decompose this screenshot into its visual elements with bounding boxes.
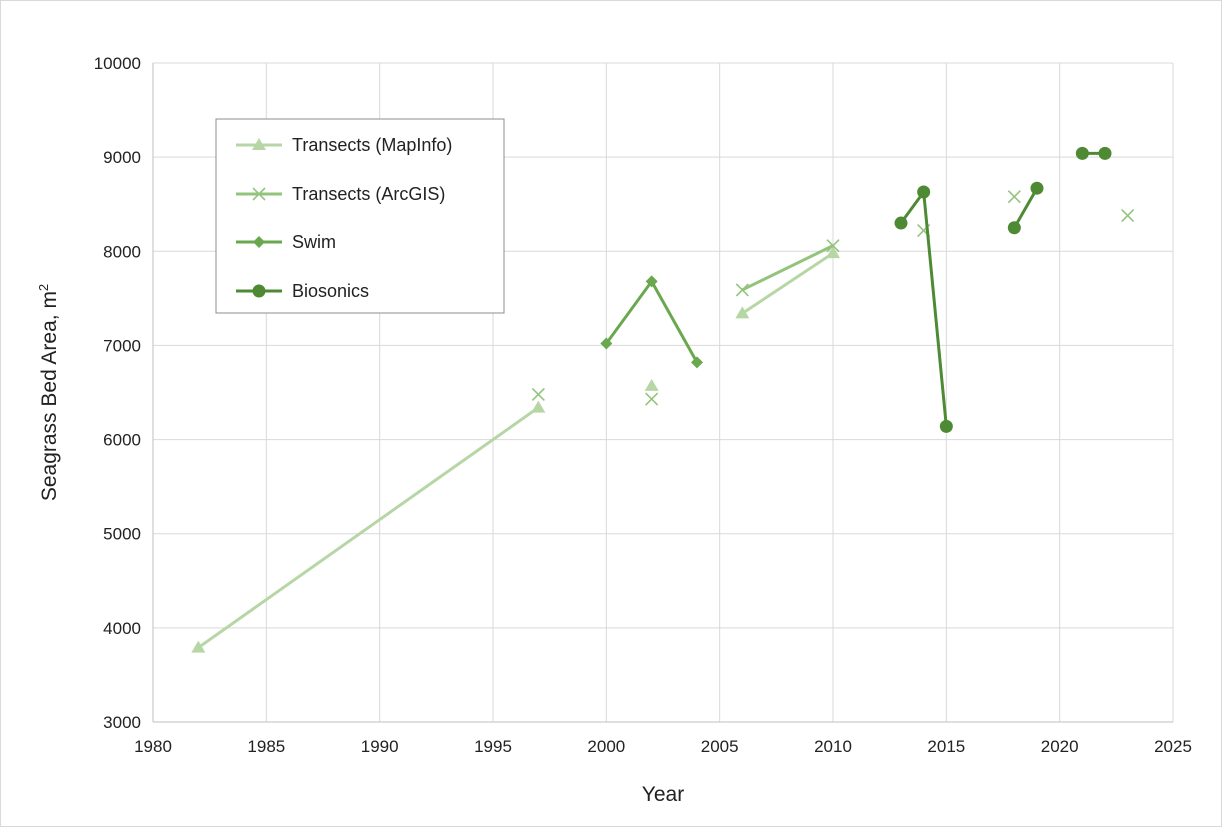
series-1-point-4-0-stroke-b — [1007, 190, 1021, 204]
y-axis-title-superscript: 2 — [36, 284, 51, 291]
series-2-point-0-1 — [645, 275, 658, 288]
series-2-point-0-0 — [600, 337, 613, 350]
series-3-point-1-1 — [1030, 181, 1044, 195]
series-3-point-0-2 — [939, 419, 953, 433]
series-2 — [600, 275, 703, 369]
legend: Transects (MapInfo) Transects (ArcGIS) Swi… — [215, 118, 505, 314]
legend-label-1: Transects (ArcGIS) — [292, 184, 445, 204]
series-1-point-5-0-stroke-b — [1121, 208, 1135, 223]
legend-entry-3: Biosonics — [236, 281, 369, 301]
series-0-point-0-0 — [191, 640, 206, 653]
legend-marker-3 — [252, 284, 266, 298]
x-tick-label-2025: 2025 — [1154, 737, 1192, 756]
series-1-point-0-0 — [531, 387, 545, 401]
x-tick-label-2010: 2010 — [814, 737, 852, 756]
series-1-line-2 — [741, 244, 834, 292]
legend-box — [215, 118, 505, 314]
series-1-point-1-0-stroke-b — [645, 392, 659, 406]
legend-marker-1-stroke-b — [252, 187, 266, 201]
series-1-point-2-1 — [826, 239, 840, 253]
series-1-point-4-0 — [1007, 190, 1021, 204]
series-3-point-2-0 — [1075, 146, 1089, 160]
axes — [152, 63, 1173, 723]
series-3 — [894, 146, 1112, 433]
series-1-point-2-0-stroke-b — [735, 283, 749, 297]
x-tick-label-2015: 2015 — [927, 737, 965, 756]
legend-marker-2 — [253, 236, 265, 248]
series-1-point-5-0 — [1121, 208, 1135, 223]
series-1-point-2-0 — [735, 283, 749, 297]
y-tick-label-5000: 5000 — [103, 525, 141, 544]
y-tick-labels: 3000 4000 5000 6000 7000 8000 9000 10000 — [94, 54, 141, 732]
legend-label-3: Biosonics — [292, 281, 369, 301]
series-3-point-1-0 — [1007, 221, 1021, 235]
x-tick-label-1980: 1980 — [134, 737, 172, 756]
x-tick-labels: 1980 1985 1990 1995 2000 2005 2010 2015 2020 2025 — [134, 737, 1192, 756]
y-axis-title: Seagrass Bed Area, m2 — [36, 284, 61, 501]
y-tick-label-9000: 9000 — [103, 148, 141, 167]
legend-marker-0 — [252, 138, 266, 150]
series-1-point-1-0 — [645, 392, 659, 406]
legend-label-0: Transects (MapInfo) — [292, 135, 452, 155]
x-tick-label-2020: 2020 — [1041, 737, 1079, 756]
series-3-point-0-0 — [894, 216, 908, 230]
series-0 — [191, 246, 840, 653]
y-tick-label-3000: 3000 — [103, 713, 141, 732]
series-3-line-1 — [1013, 187, 1039, 229]
y-axis-title-main: Seagrass Bed Area, m — [38, 291, 61, 501]
series-1-point-0-0-stroke-b — [531, 387, 545, 401]
y-tick-label-8000: 8000 — [103, 242, 141, 261]
x-tick-label-2005: 2005 — [701, 737, 739, 756]
series-3-point-2-1 — [1098, 146, 1112, 160]
series-layer — [191, 146, 1135, 653]
x-tick-label-1985: 1985 — [247, 737, 285, 756]
x-tick-label-1995: 1995 — [474, 737, 512, 756]
legend-entry-1: Transects (ArcGIS) — [236, 184, 445, 204]
series-3-point-0-1 — [917, 185, 931, 199]
series-0-point-0-1 — [531, 400, 546, 413]
series-1 — [531, 190, 1135, 406]
series-0-line-0 — [197, 406, 540, 649]
y-tick-label-4000: 4000 — [103, 619, 141, 638]
series-0-point-2-0 — [735, 306, 750, 319]
series-2-point-0-2 — [691, 356, 703, 369]
series-0-line-2 — [741, 251, 834, 315]
legend-entry-2: Swim — [236, 232, 336, 252]
series-1-point-2-1-stroke-b — [826, 239, 840, 253]
x-axis-title: Year — [642, 783, 684, 806]
legend-marker-1 — [252, 187, 266, 201]
x-tick-label-1990: 1990 — [361, 737, 399, 756]
y-tick-label-7000: 7000 — [103, 336, 141, 355]
series-0-point-1-0 — [644, 378, 659, 391]
y-tick-label-10000: 10000 — [94, 54, 141, 73]
x-tick-label-2000: 2000 — [587, 737, 625, 756]
series-0-point-2-1 — [826, 246, 840, 259]
legend-entry-0: Transects (MapInfo) — [236, 135, 452, 155]
legend-label-2: Swim — [292, 232, 336, 252]
y-tick-label-6000: 6000 — [103, 431, 141, 450]
